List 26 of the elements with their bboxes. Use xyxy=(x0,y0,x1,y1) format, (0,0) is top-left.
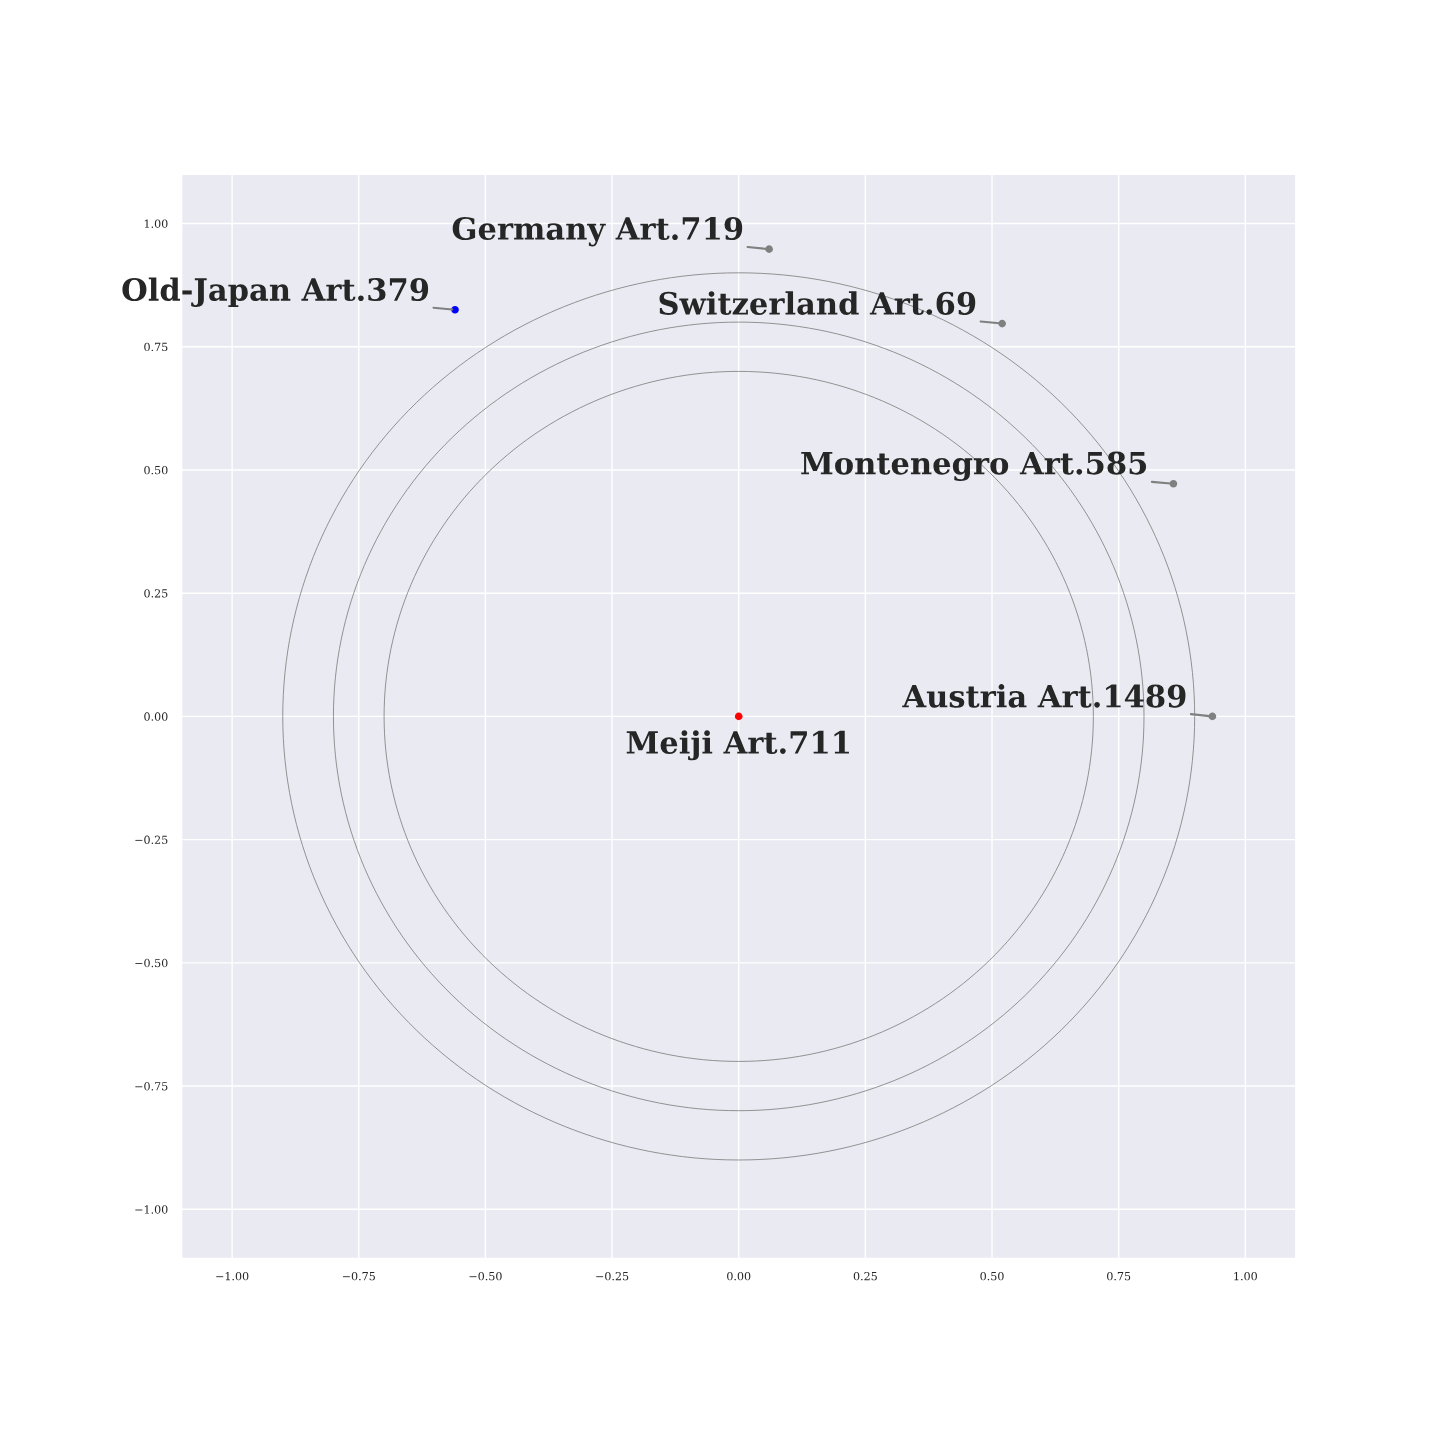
x-tick-label: 0.25 xyxy=(853,1271,877,1281)
y-tick-label: 0.50 xyxy=(144,465,168,475)
y-tick-label: 0.00 xyxy=(144,712,168,721)
annotation: Montenegro Art.585 xyxy=(801,451,1147,481)
y-tick-label: −0.50 xyxy=(135,958,168,968)
y-tick-label: 1.00 xyxy=(144,219,168,228)
x-tick-label: −0.50 xyxy=(469,1271,502,1281)
x-tick-label: −0.75 xyxy=(342,1271,375,1281)
annotation: Germany Art.719 xyxy=(452,216,743,247)
y-tick-label: 0.25 xyxy=(144,589,168,598)
x-tick-label: 0.00 xyxy=(727,1271,751,1281)
x-tick-label: 0.50 xyxy=(980,1271,1004,1281)
annotation: Meiji Art.711 xyxy=(626,730,849,761)
point xyxy=(765,245,773,253)
y-tick-label: −0.25 xyxy=(135,835,168,844)
x-tick-label: 1.00 xyxy=(1234,1271,1257,1281)
x-tick-label: 0.75 xyxy=(1107,1271,1131,1281)
y-tick-label: 0.75 xyxy=(144,342,168,352)
y-tick-label: −1.00 xyxy=(135,1205,168,1214)
y-tick-label: −0.75 xyxy=(135,1082,168,1091)
annotation: Old-Japan Art.379 xyxy=(122,277,429,307)
annotation: Austria Art.1489 xyxy=(902,684,1186,708)
annotation: Switzerland Art.69 xyxy=(659,291,976,315)
x-tick-label: −1.00 xyxy=(216,1271,249,1281)
point xyxy=(451,305,459,314)
x-tick-label: −0.25 xyxy=(596,1271,629,1281)
